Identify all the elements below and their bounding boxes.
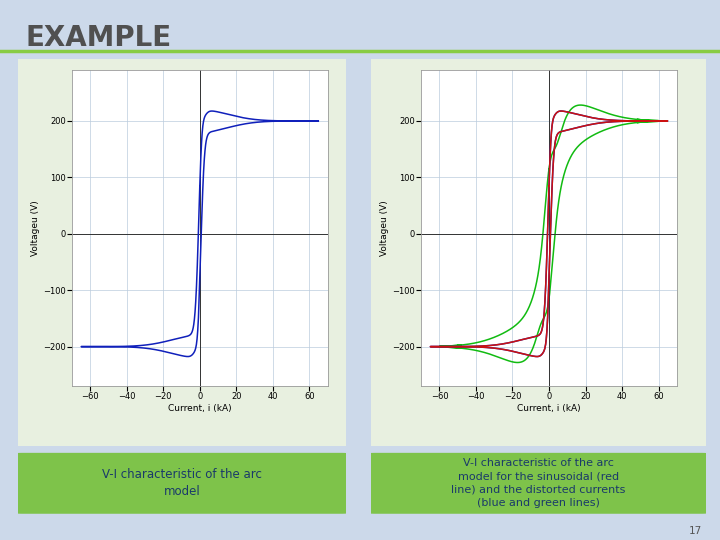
Text: 17: 17 (689, 525, 702, 536)
FancyBboxPatch shape (367, 453, 709, 514)
FancyBboxPatch shape (14, 453, 349, 514)
Text: V-I characteristic of the arc
model: V-I characteristic of the arc model (102, 468, 262, 498)
FancyBboxPatch shape (14, 56, 349, 449)
FancyBboxPatch shape (367, 56, 709, 449)
Text: V-I characteristic of the arc
model for the sinusoidal (red
line) and the distor: V-I characteristic of the arc model for … (451, 458, 626, 508)
Text: EXAMPLE: EXAMPLE (25, 24, 171, 52)
Y-axis label: Voltageu (V): Voltageu (V) (31, 200, 40, 256)
X-axis label: Current, i (kA): Current, i (kA) (517, 404, 581, 413)
X-axis label: Current, i (kA): Current, i (kA) (168, 404, 232, 413)
Y-axis label: Voltageu (V): Voltageu (V) (380, 200, 390, 256)
